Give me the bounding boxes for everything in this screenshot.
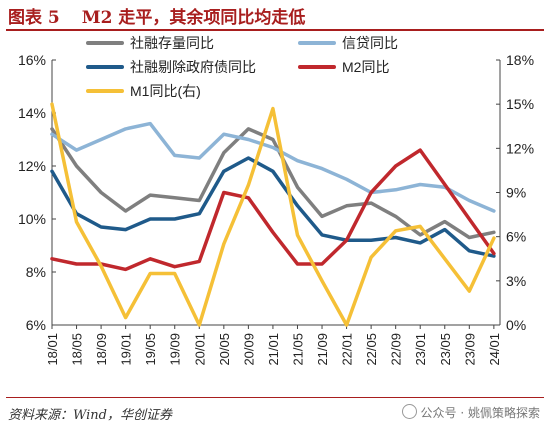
y-left-tick-label: 6% (26, 317, 46, 333)
y-right-tick-label: 9% (506, 185, 526, 201)
x-tick-label: 21/09 (315, 333, 330, 366)
x-tick-label: 19/01 (119, 333, 134, 366)
x-tick-label: 22/05 (364, 333, 379, 366)
y-left-tick-label: 8% (26, 264, 46, 280)
x-tick-label: 19/05 (143, 333, 158, 366)
x-tick-label: 20/05 (217, 333, 232, 366)
x-tick-label: 18/01 (45, 333, 60, 366)
y-left-tick-label: 16% (18, 52, 46, 68)
y-right-tick-label: 18% (506, 52, 534, 68)
series-line (50, 127, 496, 240)
chart-title: M2 走平，其余项同比均走低 (81, 8, 306, 28)
title-divider (6, 29, 544, 31)
legend-label: M1同比(右) (130, 83, 201, 99)
x-tick-label: 24/01 (487, 333, 502, 366)
x-tick-label: 22/09 (389, 333, 404, 366)
watermark: 公众号 · 姚佩策略探索 (401, 404, 540, 421)
y-right-tick-label: 3% (506, 273, 526, 289)
legend-label: 社融存量同比 (130, 35, 214, 51)
figure-number: 图表 5 (8, 8, 60, 28)
source-divider (6, 397, 544, 398)
legend-label: M2同比 (342, 59, 389, 75)
x-tick-label: 20/09 (241, 333, 256, 366)
x-tick-label: 18/05 (70, 333, 85, 366)
series-line (50, 102, 496, 327)
y-right-tick-label: 6% (506, 229, 526, 245)
watermark-text: 公众号 · 姚佩策略探索 (420, 406, 540, 420)
source-note: 资料来源：Wind，华创证券 (8, 408, 172, 423)
figure-title: 图表 5 M2 走平，其余项同比均走低 (8, 3, 305, 28)
x-tick-label: 20/01 (192, 333, 207, 366)
x-tick-label: 21/01 (266, 333, 281, 366)
x-tick-label: 22/01 (340, 333, 355, 366)
x-tick-label: 19/09 (168, 333, 183, 366)
x-tick-label: 21/05 (290, 333, 305, 366)
legend-label: 社融剔除政府债同比 (130, 59, 256, 75)
y-left-tick-label: 14% (18, 105, 46, 121)
x-tick-label: 23/05 (438, 333, 453, 366)
legend-label: 信贷同比 (342, 35, 398, 51)
x-tick-label: 23/09 (462, 333, 477, 366)
y-right-tick-label: 12% (506, 140, 534, 156)
x-tick-label: 23/01 (413, 333, 428, 366)
series-line (50, 148, 496, 272)
series-line (50, 121, 496, 213)
series-line (50, 156, 496, 258)
y-right-tick-label: 15% (506, 96, 534, 112)
wechat-icon (401, 404, 417, 419)
y-left-tick-label: 10% (18, 211, 46, 227)
y-right-tick-label: 0% (506, 317, 526, 333)
x-tick-label: 18/09 (94, 333, 109, 366)
y-left-tick-label: 12% (18, 158, 46, 174)
